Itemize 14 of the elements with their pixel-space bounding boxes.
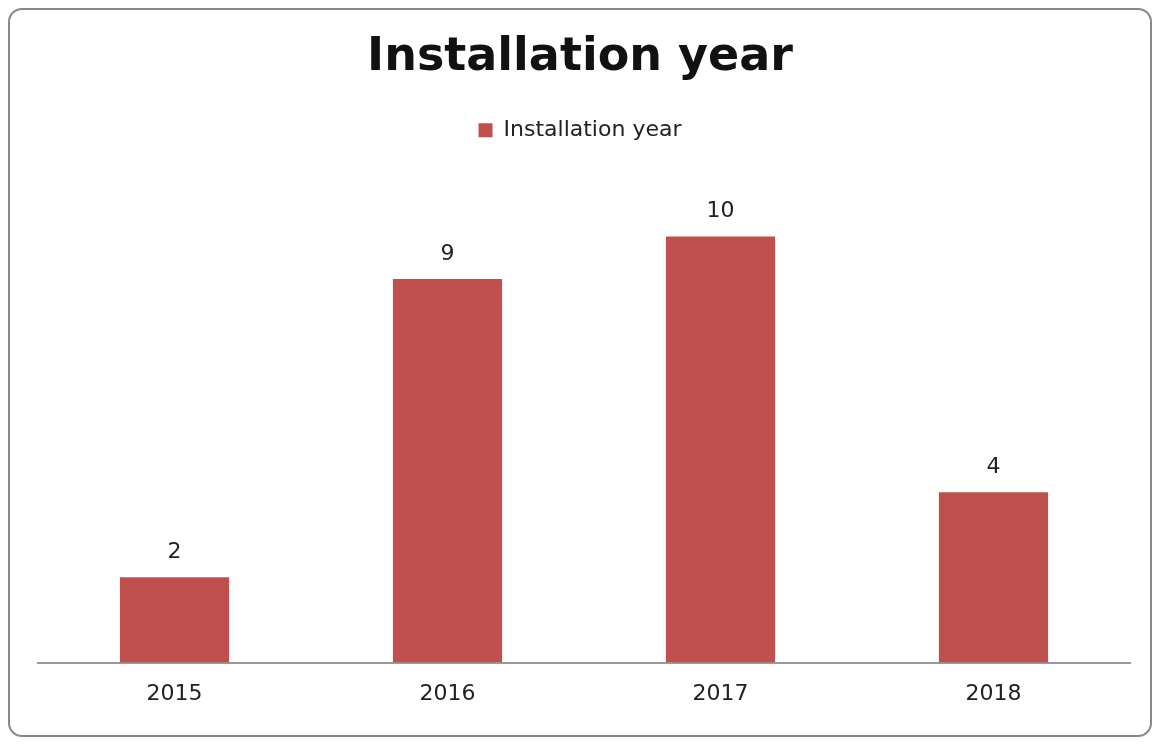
data-label: 2 xyxy=(167,538,182,564)
x-tick-label: 2017 xyxy=(692,679,749,705)
bar xyxy=(938,492,1049,663)
chart-title: Installation year xyxy=(367,26,794,81)
bar xyxy=(119,577,230,663)
data-label: 10 xyxy=(706,197,735,223)
x-tick-label: 2015 xyxy=(146,679,203,705)
bar xyxy=(665,236,776,663)
data-label: 4 xyxy=(986,452,1001,478)
x-tick-label: 2016 xyxy=(419,679,476,705)
x-tick-label: 2018 xyxy=(965,679,1022,705)
legend-label: Installation year xyxy=(503,115,683,141)
data-label: 9 xyxy=(440,239,455,265)
bar xyxy=(392,279,503,663)
